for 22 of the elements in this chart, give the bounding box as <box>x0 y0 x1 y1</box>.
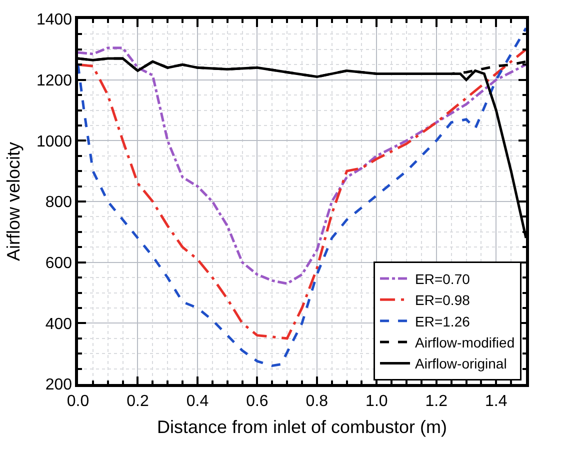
x-tick-label: 0.6 <box>246 392 268 410</box>
legend-label: ER=0.70 <box>415 270 470 287</box>
legend-label: Airflow-modified <box>415 334 515 351</box>
x-tick-label: 0.4 <box>186 392 209 410</box>
x-tick-label: 0.8 <box>306 392 328 410</box>
x-axis-title: Distance from inlet of combustor (m) <box>156 417 448 438</box>
y-tick-label: 800 <box>45 194 72 212</box>
x-tick-label: 1.2 <box>425 392 448 410</box>
y-tick-label: 1400 <box>36 12 72 29</box>
y-tick-label: 200 <box>45 376 72 394</box>
y-axis-title: Airflow velocity <box>4 142 24 262</box>
legend-label: ER=1.26 <box>415 313 470 330</box>
x-tick-label: 1.4 <box>485 392 508 410</box>
y-tick-label: 600 <box>45 254 72 272</box>
y-tick-label: 400 <box>45 316 72 333</box>
x-tick-label: 0.0 <box>66 392 90 410</box>
legend-label: ER=0.98 <box>415 292 470 308</box>
legend-label: Airflow-original <box>415 356 507 372</box>
x-tick-label: 0.2 <box>126 392 149 410</box>
y-tick-label: 1200 <box>36 72 72 90</box>
y-tick-label: 1000 <box>36 133 72 150</box>
x-tick-label: 1.0 <box>366 392 388 410</box>
